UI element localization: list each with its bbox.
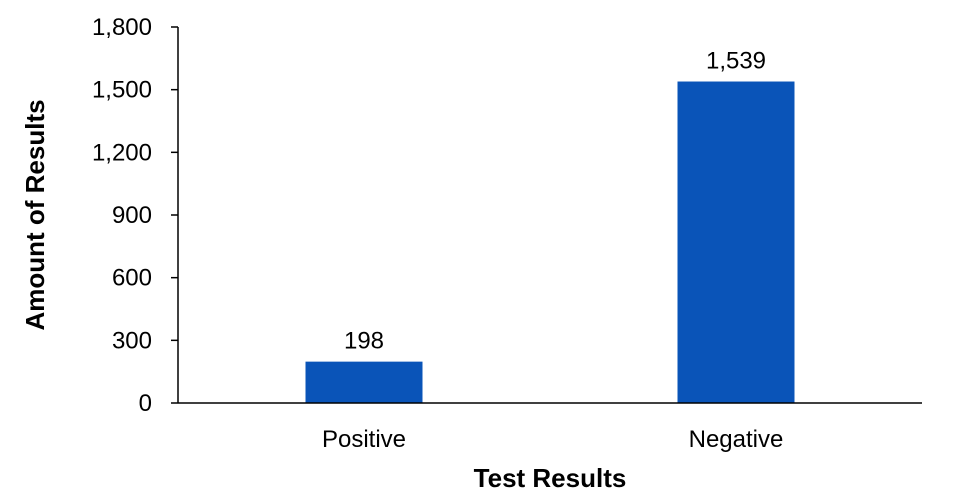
- y-tick-label: 600: [112, 265, 152, 292]
- x-axis-tick-labels: Positive Negative: [322, 426, 783, 453]
- y-tick-label: 0: [139, 390, 152, 417]
- y-tick-label: 1,800: [92, 14, 152, 41]
- y-axis-ticks: 0 300 600 900 1,200 1,500 1,800: [92, 14, 178, 417]
- bar-negative: [677, 81, 795, 404]
- value-label-negative: 1,539: [706, 48, 766, 75]
- y-tick-label: 1,500: [92, 77, 152, 104]
- x-axis-title: Test Results: [474, 463, 627, 493]
- value-label-positive: 198: [344, 328, 384, 355]
- x-tick-label-negative: Negative: [689, 426, 784, 453]
- y-axis-title: Amount of Results: [20, 99, 50, 330]
- bar-value-labels: 198 1,539: [344, 48, 766, 355]
- y-tick-label: 900: [112, 202, 152, 229]
- bar-positive: [305, 361, 423, 403]
- y-tick-label: 300: [112, 327, 152, 354]
- y-tick-label: 1,200: [92, 139, 152, 166]
- bars: [305, 81, 795, 404]
- x-tick-label-positive: Positive: [322, 426, 406, 453]
